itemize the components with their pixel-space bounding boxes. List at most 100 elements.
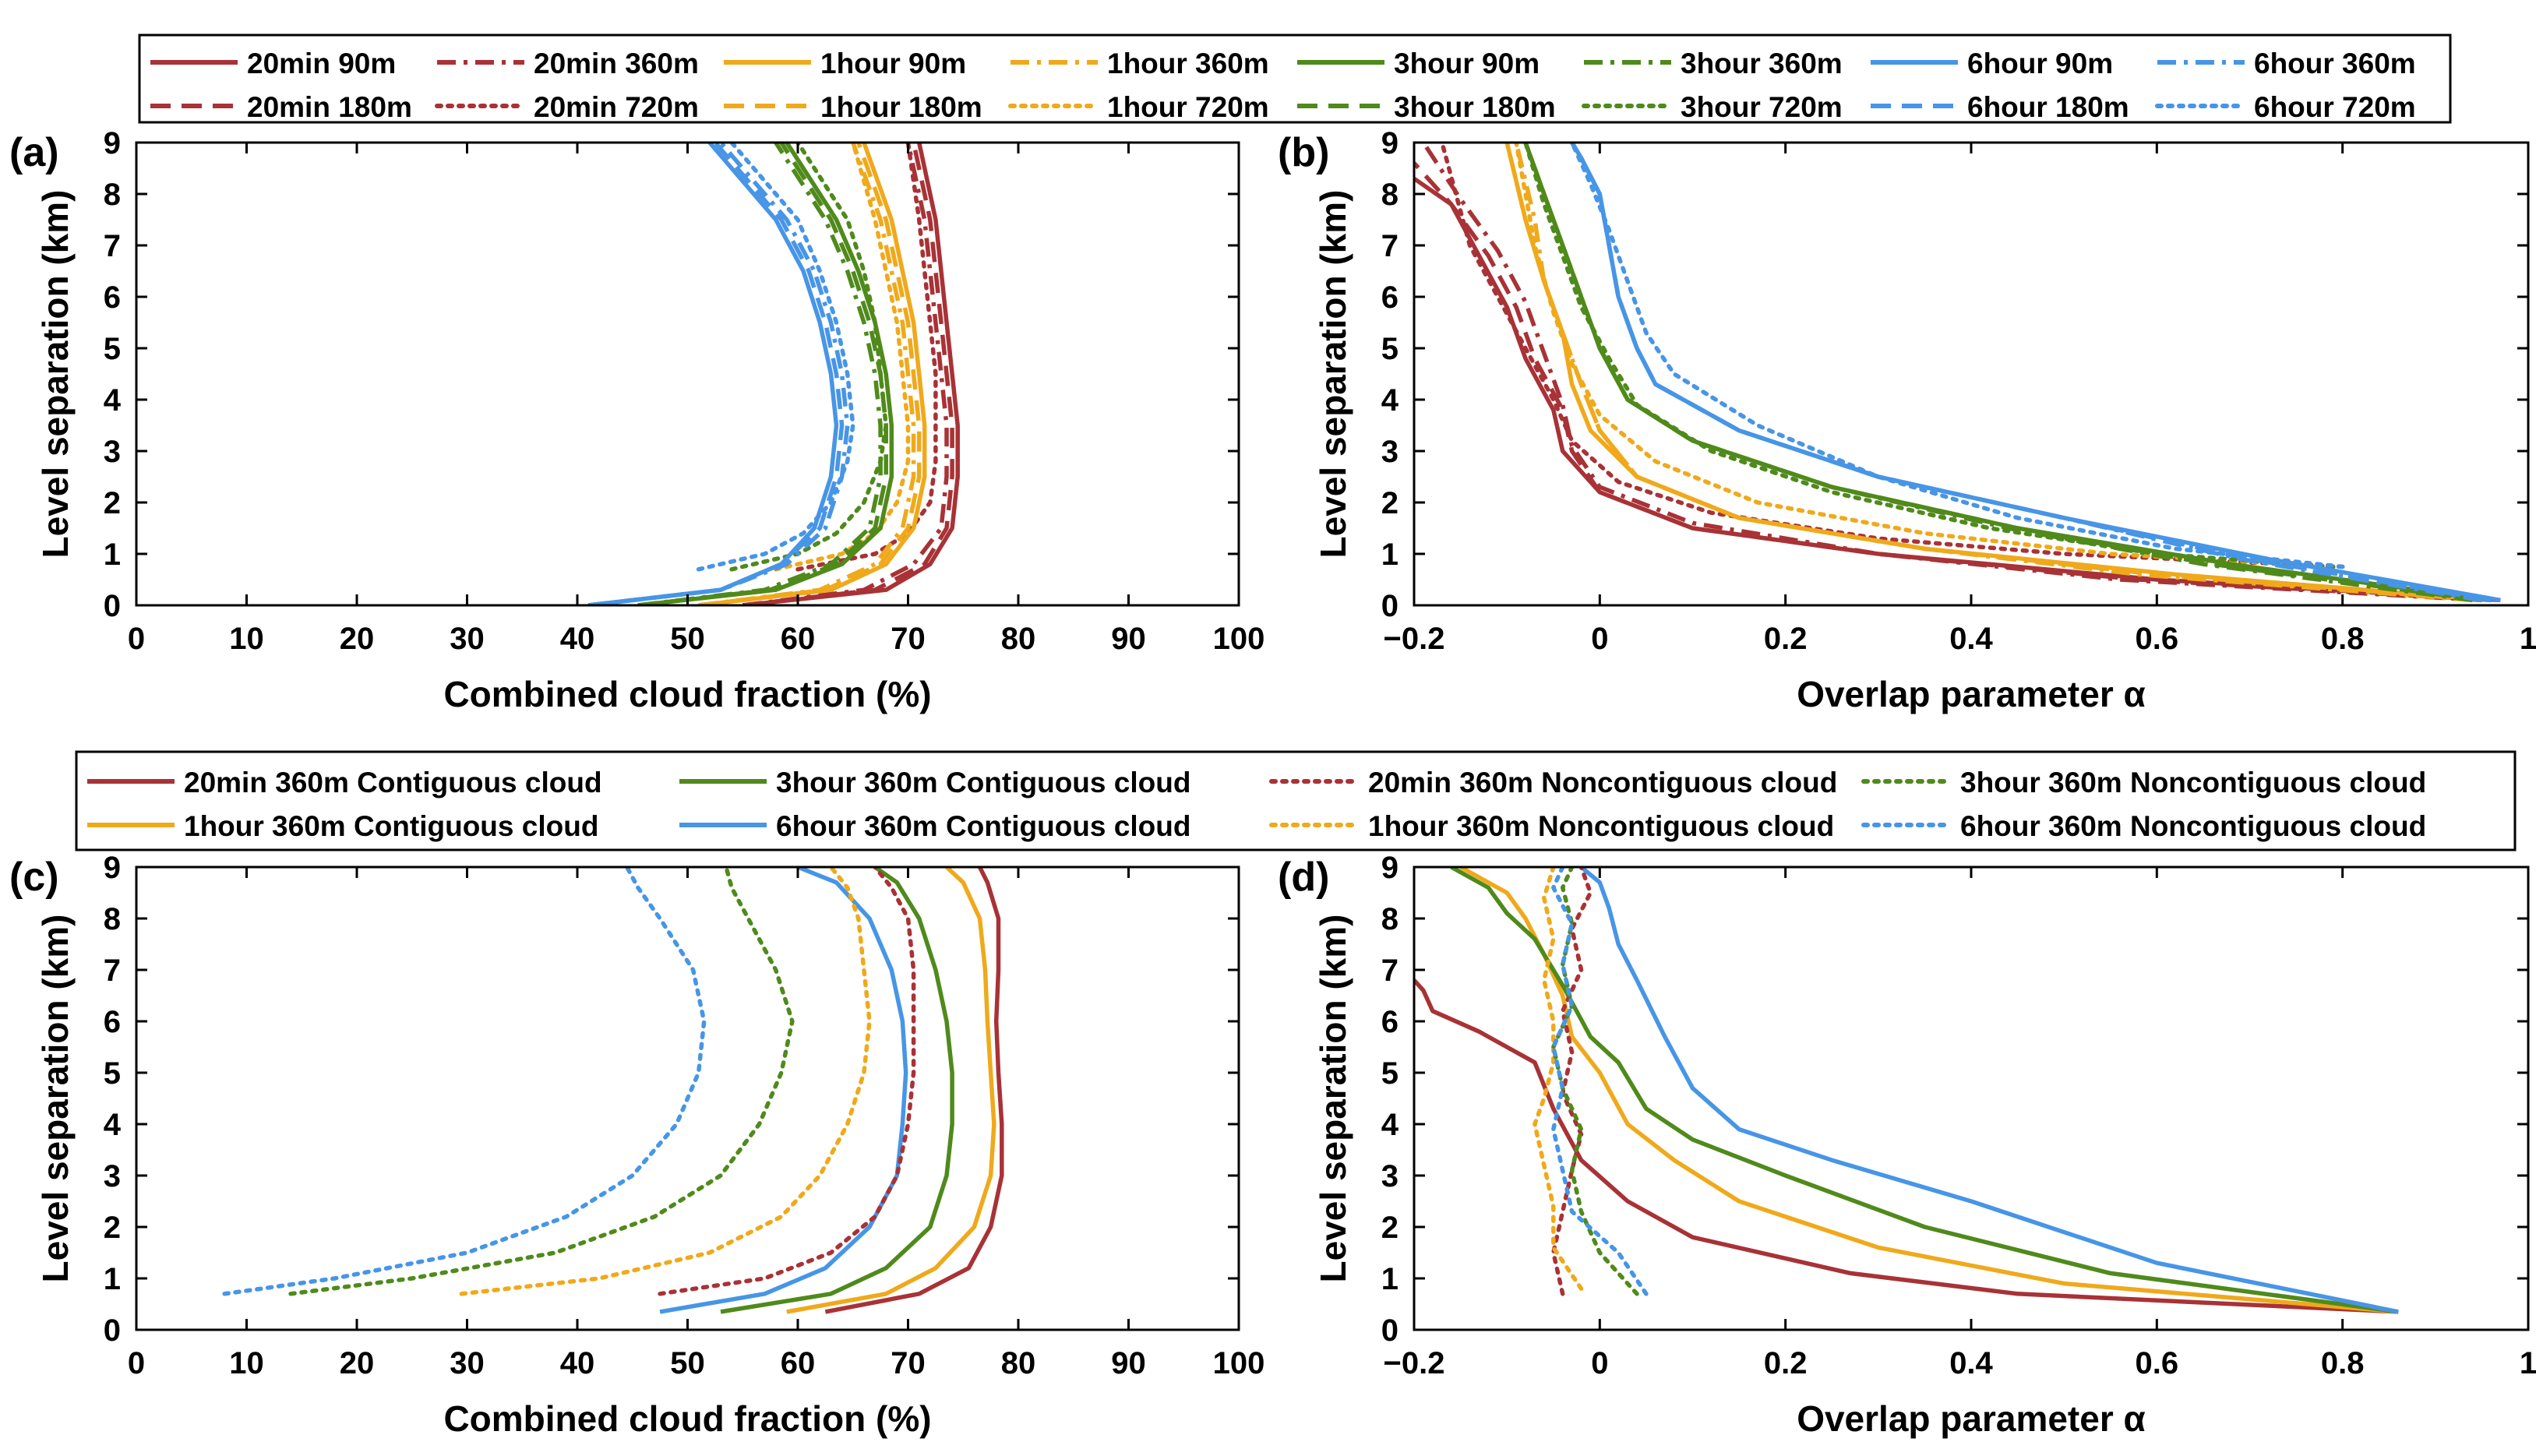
legend-label: 3hour 360m	[1681, 48, 1843, 79]
x-tick-label: 0.8	[2321, 1346, 2365, 1380]
legend-label: 3hour 180m	[1394, 91, 1556, 123]
series-line	[1551, 867, 1649, 1296]
y-tick-label: 0	[1381, 589, 1399, 623]
y-tick-label: 3	[104, 1159, 121, 1193]
y-tick-label: 4	[1381, 1108, 1399, 1142]
y-tick-label: 2	[1381, 1211, 1399, 1245]
y-tick-label: 9	[1381, 126, 1399, 160]
series-line	[698, 143, 927, 605]
legend-label: 6hour 360m Noncontiguous cloud	[1960, 810, 2426, 842]
series-line	[1533, 867, 1584, 1291]
y-tick-label: 6	[1381, 280, 1399, 315]
y-tick-label: 8	[1381, 902, 1399, 936]
x-tick-label: 0	[1591, 1346, 1608, 1380]
x-tick-label: 0	[1591, 622, 1608, 656]
x-tick-label: 10	[229, 1346, 264, 1380]
x-tick-label: 1	[2520, 622, 2536, 656]
legend-label: 1hour 90m	[820, 48, 966, 79]
y-tick-label: 5	[104, 1056, 121, 1091]
series-line	[786, 867, 996, 1314]
y-tick-label: 8	[104, 178, 121, 212]
bottom-legend-frame	[75, 750, 2517, 851]
series-line	[729, 143, 888, 572]
panel-a: 0 10 20 30 40 50 60 70 80 90 100 0 1 2 3 4 5 6 7 8 9 Combined…	[9, 126, 1264, 714]
legend-label: 3hour 90m	[1394, 48, 1540, 79]
y-tick-label: 8	[104, 902, 121, 936]
y-tick-label: 1	[104, 1262, 121, 1296]
y-tick-label: 1	[1381, 1262, 1399, 1296]
x-axis-label: Overlap parameter α	[1797, 1398, 2146, 1439]
series-line	[637, 143, 894, 605]
panel-c: 0 10 20 30 40 50 60 70 80 90 100 0 1 2 3 4 5 6 7 8 9 Combined…	[9, 851, 1264, 1439]
x-tick-label: 10	[229, 622, 264, 656]
x-tick-label: 40	[560, 1346, 595, 1380]
legend-label: 6hour 360m Contiguous cloud	[776, 810, 1190, 842]
x-axis-label: Combined cloud fraction (%)	[443, 674, 931, 714]
series-line	[1504, 143, 2492, 603]
x-tick-label: 0.4	[1949, 1346, 1993, 1380]
top-legend: 20min 90m 20min 360m 1hour 90m 1hour 360m 3h…	[138, 33, 2452, 124]
x-tick-label: 80	[1001, 1346, 1036, 1380]
y-tick-label: 5	[1381, 1056, 1399, 1091]
legend-label: 1hour 360m Noncontiguous cloud	[1368, 810, 1834, 842]
series-line	[795, 143, 938, 572]
legend-label: 1hour 360m	[1107, 48, 1269, 79]
series-line	[742, 143, 949, 605]
x-tick-label: 90	[1111, 1346, 1146, 1380]
x-tick-label: 90	[1111, 622, 1146, 656]
x-axis-label: Combined cloud fraction (%)	[443, 1398, 931, 1439]
x-tick-label: 0.6	[2136, 622, 2179, 656]
series-line	[1570, 143, 2482, 603]
y-tick-label: 1	[1381, 538, 1399, 572]
y-axis-label: Level separation (km)	[1313, 190, 1353, 559]
series-line	[658, 867, 916, 1296]
series-group	[587, 143, 960, 605]
x-tick-label: 0.8	[2321, 622, 2365, 656]
y-tick-label: 9	[104, 126, 121, 160]
x-tick-label: 0.6	[2136, 1346, 2179, 1380]
y-tick-label: 4	[1381, 383, 1399, 418]
series-line	[824, 867, 1004, 1314]
x-tick-label: 30	[450, 622, 485, 656]
series-line	[587, 143, 839, 605]
series-line	[459, 867, 872, 1296]
x-tick-label: 70	[891, 1346, 926, 1380]
series-line	[288, 867, 795, 1296]
series-line	[1440, 143, 2345, 569]
legend-label: 20min 360m Contiguous cloud	[184, 767, 602, 799]
x-tick-label: 30	[450, 1346, 485, 1380]
series-line	[659, 867, 908, 1314]
x-axis-label: Overlap parameter α	[1797, 674, 2146, 714]
legend-label: 6hour 720m	[2254, 91, 2416, 123]
series-line	[1579, 867, 2399, 1314]
series-line	[587, 143, 845, 605]
series-line	[1523, 143, 2473, 603]
y-tick-label: 3	[1381, 1159, 1399, 1193]
series-line	[773, 143, 911, 572]
y-axis-label: Level separation (km)	[1313, 915, 1353, 1283]
y-tick-label: 8	[1381, 178, 1399, 212]
series-line	[1504, 143, 2482, 603]
series-line	[1414, 176, 2501, 603]
series-group	[1414, 143, 2501, 603]
y-tick-label: 1	[104, 538, 121, 572]
y-tick-label: 7	[104, 954, 121, 988]
series-line	[1514, 143, 2336, 569]
series-line	[637, 143, 883, 605]
legend-label: 20min 360m	[534, 48, 699, 79]
x-tick-label: 100	[1213, 1346, 1265, 1380]
x-tick-label: 0.2	[1764, 1346, 1808, 1380]
x-tick-label: 0.4	[1949, 622, 1993, 656]
y-tick-label: 6	[104, 1005, 121, 1039]
series-line	[696, 143, 855, 572]
axes-box	[1413, 141, 2530, 607]
x-tick-label: −0.2	[1384, 622, 1445, 656]
y-axis-label: Level separation (km)	[35, 915, 76, 1283]
y-tick-label: 0	[104, 1313, 121, 1348]
series-line	[1450, 867, 2399, 1314]
series-line	[1459, 867, 2399, 1314]
panel-label: (d)	[1278, 855, 1329, 900]
y-tick-label: 5	[1381, 332, 1399, 366]
